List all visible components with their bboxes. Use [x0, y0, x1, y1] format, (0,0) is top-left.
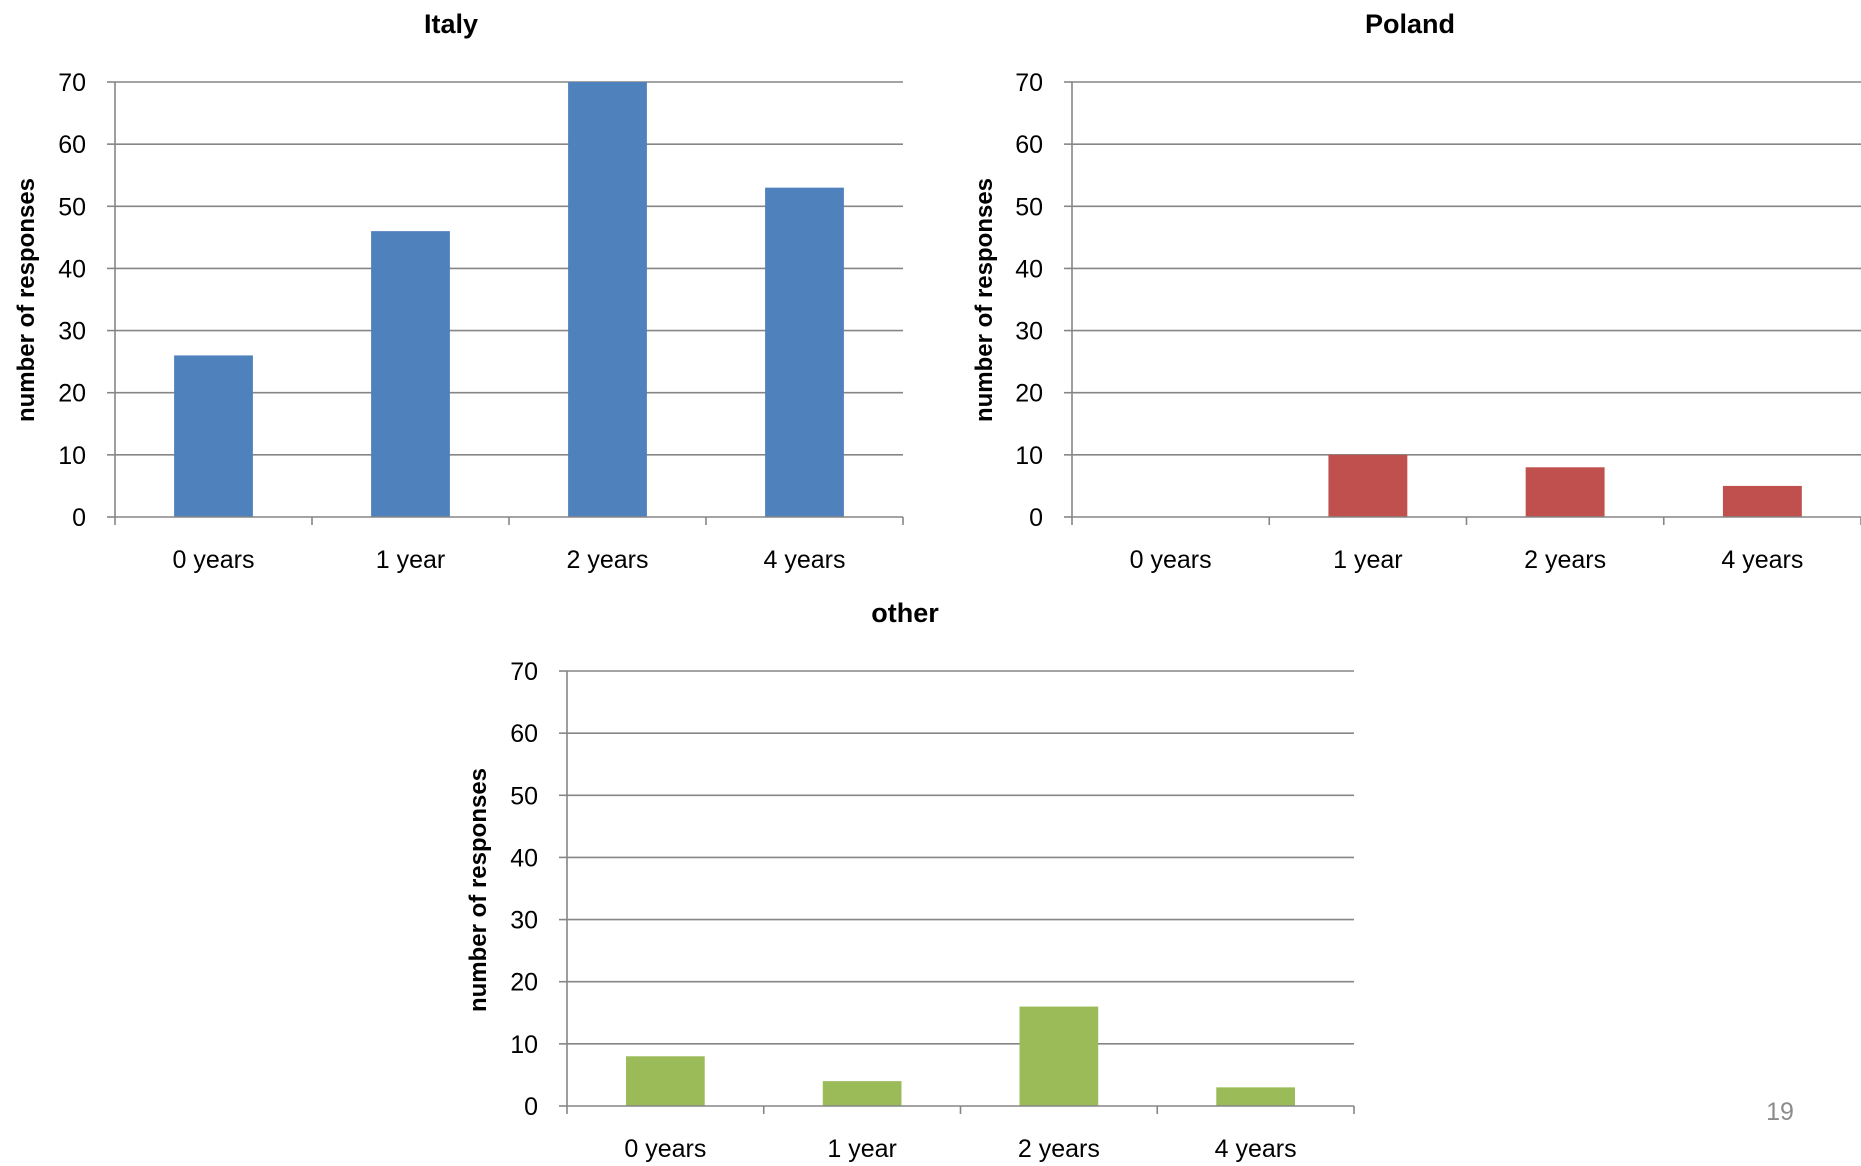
poland-x-category-label: 0 years: [1130, 546, 1212, 574]
other-x-category-label: 4 years: [1215, 1135, 1297, 1163]
italy-y-tick-label: 10: [58, 442, 86, 470]
italy-y-tick-label: 30: [58, 318, 86, 346]
italy-x-category-label: 4 years: [764, 546, 846, 574]
other-y-tick-label: 10: [510, 1031, 538, 1059]
italy-x-category-label: 0 years: [173, 546, 255, 574]
italy-bar-0-years: [174, 355, 253, 517]
italy-bar-2-years: [568, 82, 647, 517]
poland-chart-title: Poland: [1365, 9, 1455, 39]
other-y-tick-label: 20: [510, 969, 538, 997]
other-y-tick-label: 60: [510, 720, 538, 748]
chart-other: other 0 10 20 30 40 50 60 70 0 years 1 year 2 years…: [465, 598, 1355, 1163]
italy-y-tick-label: 40: [58, 255, 86, 283]
italy-y-tick-label: 0: [72, 504, 86, 532]
poland-y-tick-label: 60: [1015, 131, 1043, 159]
italy-y-tick-label: 20: [58, 380, 86, 408]
other-y-tick-label: 0: [524, 1093, 538, 1121]
italy-bar-1-year: [371, 231, 450, 517]
italy-chart-title: Italy: [424, 9, 478, 39]
italy-y-tick-label: 60: [58, 131, 86, 159]
italy-y-axis-title: number of responses: [13, 178, 40, 422]
other-chart-title: other: [871, 598, 939, 628]
poland-bar-1-year: [1328, 454, 1408, 517]
other-bar-4-years: [1216, 1087, 1295, 1106]
poland-y-tick-label: 70: [1015, 69, 1043, 97]
other-bar-2-years: [1019, 1006, 1099, 1106]
other-y-tick-label: 40: [510, 844, 538, 872]
poland-y-tick-label: 50: [1015, 193, 1043, 221]
other-x-category-label: 2 years: [1018, 1135, 1100, 1163]
poland-y-axis-title: number of responses: [971, 178, 998, 422]
poland-y-tick-label: 40: [1015, 255, 1043, 283]
chart-poland: Poland 0 10 20 30 40 50 60 70 0 years 1 year 2 year…: [971, 9, 1861, 574]
other-x-category-label: 0 years: [624, 1135, 706, 1163]
poland-y-tick-label: 30: [1015, 318, 1043, 346]
italy-bar-4-years: [765, 187, 844, 517]
italy-y-tick-label: 50: [58, 193, 86, 221]
page-number: 19: [1766, 1098, 1794, 1126]
poland-x-category-label: 2 years: [1524, 546, 1606, 574]
italy-y-tick-label: 70: [58, 69, 86, 97]
other-y-tick-label: 50: [510, 782, 538, 810]
other-y-tick-label: 70: [510, 658, 538, 686]
other-bar-1-year: [822, 1081, 902, 1106]
poland-bar-4-years: [1722, 485, 1802, 517]
poland-y-tick-label: 10: [1015, 442, 1043, 470]
poland-x-category-label: 4 years: [1721, 546, 1803, 574]
other-y-axis-title: number of responses: [465, 768, 492, 1012]
other-bar-0-years: [626, 1056, 705, 1106]
poland-y-tick-label: 0: [1029, 504, 1043, 532]
poland-y-tick-label: 20: [1015, 380, 1043, 408]
italy-x-category-label: 1 year: [376, 546, 445, 574]
chart-italy: Italy 0 10 20 30 40 50 60 70 0 years 1 year 2 years…: [13, 9, 904, 574]
poland-x-category-label: 1 year: [1333, 546, 1402, 574]
other-y-tick-label: 30: [510, 907, 538, 935]
poland-bar-2-years: [1525, 467, 1605, 517]
other-x-category-label: 1 year: [827, 1135, 896, 1163]
italy-x-category-label: 2 years: [567, 546, 649, 574]
